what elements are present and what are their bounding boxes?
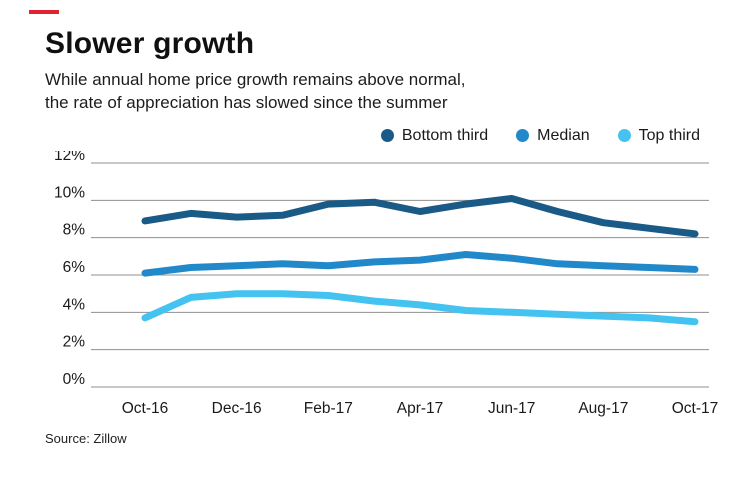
x-tick-label: Jun-17 xyxy=(488,400,535,417)
subtitle-line-1: While annual home price growth remains a… xyxy=(45,70,466,89)
price-growth-chart: 0% 2% 4% 6% 8% 10% 12% Oct-16 Dec-16 Feb-17 Apr-17… xyxy=(54,151,719,417)
y-tick-label: 2% xyxy=(63,334,86,351)
y-tick-label: 4% xyxy=(63,296,86,313)
y-tick-label: 12% xyxy=(54,151,85,164)
page-title: Slower growth xyxy=(45,27,255,60)
series-line-median xyxy=(141,250,699,277)
legend-item-median: Median xyxy=(516,126,590,145)
x-tick-label: Oct-16 xyxy=(122,400,169,417)
accent-bar xyxy=(29,10,59,14)
series-line-top-third xyxy=(141,290,699,326)
legend-dot-top-third xyxy=(617,129,631,143)
legend-item-top-third: Top third xyxy=(617,126,700,145)
subtitle-line-2: the rate of appreciation has slowed sinc… xyxy=(45,93,448,113)
x-tick-label: Dec-16 xyxy=(212,400,262,417)
legend-label: Median xyxy=(537,126,590,144)
legend-label: Bottom third xyxy=(401,126,489,144)
y-tick-label: 0% xyxy=(63,371,86,388)
y-tick-label: 10% xyxy=(54,184,85,201)
x-tick-label: Oct-17 xyxy=(672,400,719,417)
series-line-bottom-third xyxy=(141,194,699,238)
legend-item-bottom-third: Bottom third xyxy=(380,126,489,145)
x-tick-label: Feb-17 xyxy=(304,400,353,417)
x-tick-label: Apr-17 xyxy=(397,400,444,417)
page-subtitle: While annual home price growth remains a… xyxy=(45,68,710,115)
chart-legend: Bottom third Median Top third xyxy=(45,127,700,145)
y-tick-label: 6% xyxy=(63,259,86,276)
legend-dot-bottom-third xyxy=(380,129,394,143)
source-attribution: Source: Zillow xyxy=(45,430,127,446)
legend-dot-median xyxy=(516,129,530,143)
x-tick-label: Aug-17 xyxy=(578,400,628,417)
legend-label: Top third xyxy=(638,126,700,144)
y-tick-label: 8% xyxy=(63,222,86,239)
